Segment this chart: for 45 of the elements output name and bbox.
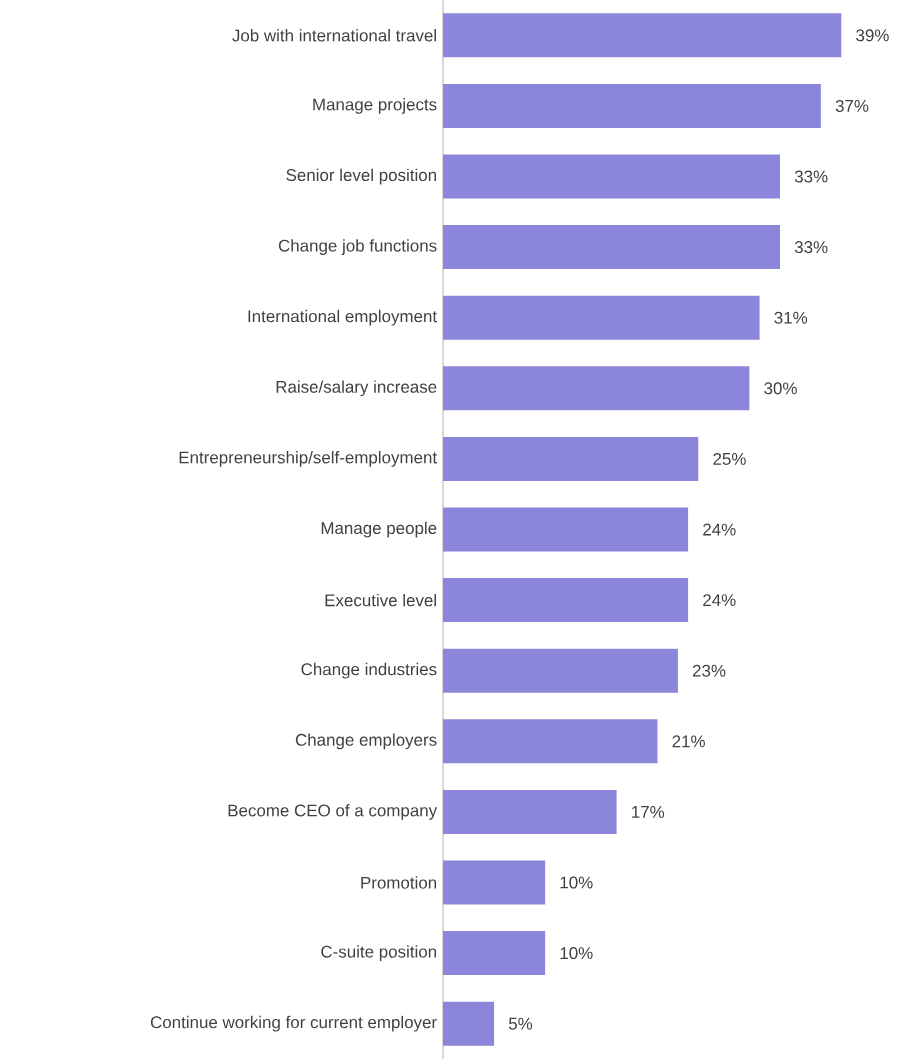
- bar: [443, 931, 546, 976]
- data-label: 5%: [508, 1017, 533, 1030]
- bar: [443, 13, 842, 58]
- bar: [443, 507, 689, 552]
- bar: [443, 436, 699, 481]
- bar: [443, 789, 617, 834]
- y-tick-label: Job with international travel: [232, 29, 436, 42]
- bar: [443, 1001, 495, 1046]
- data-label: 10%: [560, 947, 593, 960]
- data-label: 24%: [703, 594, 736, 607]
- bar: [443, 154, 781, 199]
- bar: [443, 648, 678, 693]
- data-label: 23%: [692, 664, 726, 677]
- y-tick-label: Become CEO of a company: [228, 804, 438, 820]
- data-label: 33%: [794, 170, 828, 183]
- bar: [443, 860, 546, 905]
- y-tick-label: Continue working for current employer: [150, 1015, 437, 1032]
- bar: [443, 578, 689, 623]
- y-tick-label: Manage people: [321, 521, 437, 538]
- data-label: 30%: [764, 382, 797, 395]
- data-label: 25%: [713, 452, 746, 465]
- y-tick-label: Senior level position: [286, 168, 437, 185]
- bar: [443, 295, 760, 340]
- data-label: 17%: [632, 805, 665, 818]
- data-label: 31%: [774, 311, 808, 324]
- bar: [443, 719, 658, 764]
- data-label: 39%: [856, 29, 889, 42]
- bar: [443, 83, 821, 128]
- y-tick-label: Change employers: [295, 733, 437, 750]
- data-label: 10%: [560, 876, 593, 889]
- data-label: 21%: [672, 735, 705, 748]
- y-tick-label: Manage projects: [313, 98, 437, 114]
- y-tick-label: Executive level: [325, 593, 436, 607]
- data-label: 37%: [835, 99, 869, 112]
- data-label: 24%: [703, 523, 736, 536]
- y-tick-label: Change job functions: [278, 239, 437, 256]
- y-tick-label: Change industries: [301, 662, 437, 679]
- bar: [443, 366, 750, 411]
- data-label: 33%: [794, 241, 828, 254]
- y-tick-label: Raise/salary increase: [276, 380, 437, 397]
- y-tick-label: International employment: [248, 309, 437, 326]
- y-tick-label: Entrepreneurship/self-employment: [179, 451, 437, 467]
- y-tick-label: Promotion: [361, 876, 437, 889]
- y-tick-label: C-suite position: [321, 945, 437, 962]
- bar: [443, 225, 781, 270]
